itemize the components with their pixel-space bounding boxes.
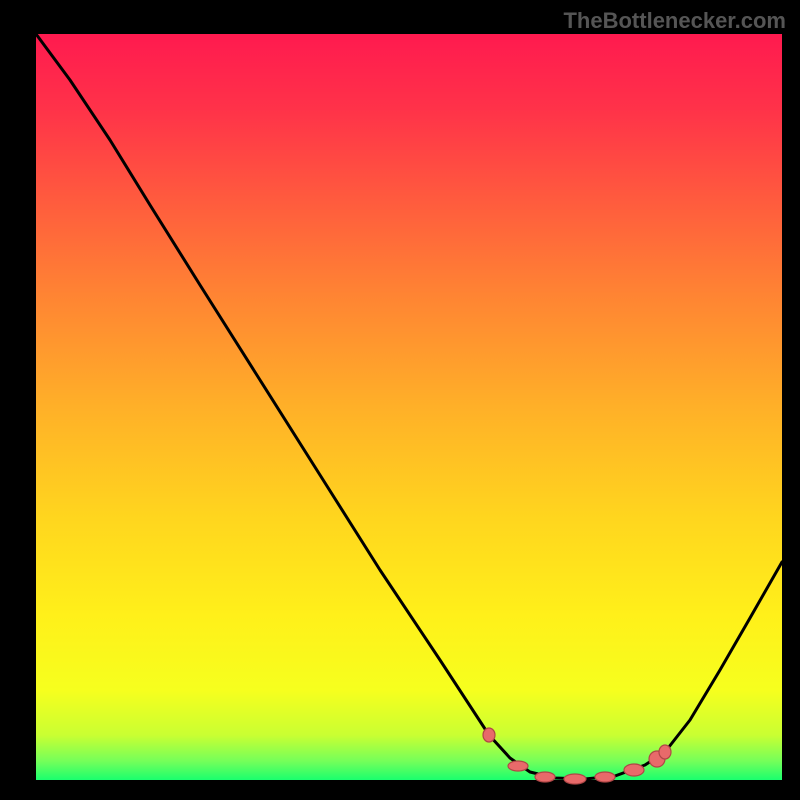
watermark-text: TheBottlenecker.com: [563, 8, 786, 34]
chart-root: { "type": "line", "watermark": { "text":…: [0, 0, 800, 800]
gradient-area: [36, 34, 782, 780]
